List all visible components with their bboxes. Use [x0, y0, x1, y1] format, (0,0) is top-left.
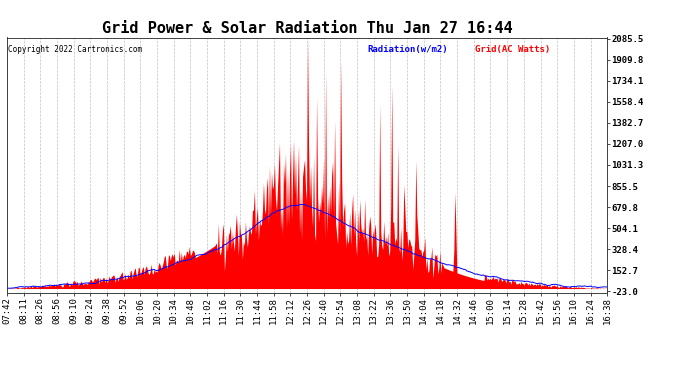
Text: Copyright 2022 Cartronics.com: Copyright 2022 Cartronics.com — [8, 45, 142, 54]
Text: Radiation(w/m2): Radiation(w/m2) — [367, 45, 448, 54]
Text: Grid(AC Watts): Grid(AC Watts) — [475, 45, 551, 54]
Title: Grid Power & Solar Radiation Thu Jan 27 16:44: Grid Power & Solar Radiation Thu Jan 27 … — [101, 21, 513, 36]
